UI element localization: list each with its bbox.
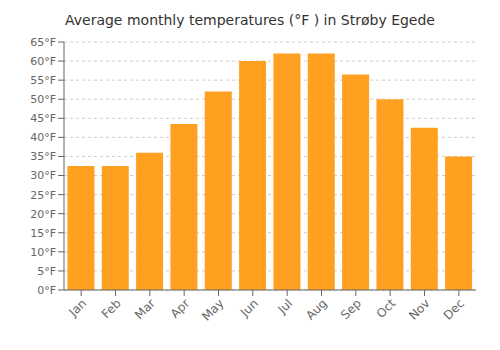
html-text:Average monthly temperatures (: Average monthly temperatures (°F ) in St… bbox=[65, 12, 435, 28]
svg-text:25°F: 25°F bbox=[30, 189, 56, 202]
svg-text:Apr: Apr bbox=[168, 296, 193, 321]
svg-text:Jul: Jul bbox=[274, 296, 295, 317]
svg-text:Oct: Oct bbox=[374, 296, 399, 321]
svg-text:55°F: 55°F bbox=[30, 74, 56, 87]
svg-text:15°F: 15°F bbox=[30, 227, 56, 240]
svg-text:50°F: 50°F bbox=[30, 93, 56, 106]
svg-text:Aug: Aug bbox=[303, 296, 329, 322]
svg-text:5°F: 5°F bbox=[37, 265, 56, 278]
svg-text:45°F: 45°F bbox=[30, 112, 56, 125]
svg-text:Jan: Jan bbox=[66, 296, 90, 320]
svg-text:0°F: 0°F bbox=[37, 284, 56, 297]
svg-text:Nov: Nov bbox=[406, 296, 432, 322]
svg-text:Feb: Feb bbox=[99, 296, 124, 321]
svg-text:Jun: Jun bbox=[237, 296, 261, 320]
svg-text:40°F: 40°F bbox=[30, 131, 56, 144]
svg-text:May: May bbox=[199, 296, 226, 323]
svg-text:Dec: Dec bbox=[441, 296, 467, 322]
svg-text:10°F: 10°F bbox=[30, 246, 56, 259]
svg-text:Mar: Mar bbox=[132, 296, 158, 322]
svg-text:30°F: 30°F bbox=[30, 169, 56, 182]
svg-text:35°F: 35°F bbox=[30, 150, 56, 163]
svg-text:20°F: 20°F bbox=[30, 208, 56, 221]
svg-text:60°F: 60°F bbox=[30, 55, 56, 68]
svg-text:Sep: Sep bbox=[338, 296, 364, 322]
svg-text:65°F: 65°F bbox=[30, 36, 56, 49]
